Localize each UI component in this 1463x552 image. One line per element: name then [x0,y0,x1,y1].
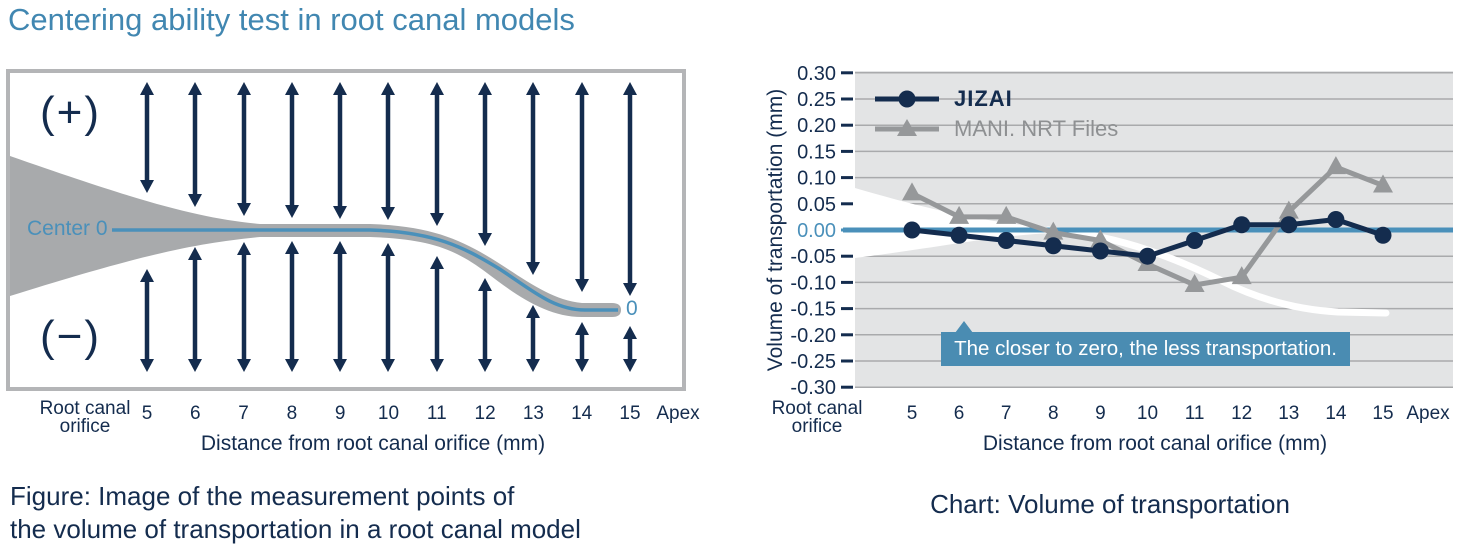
legend-label-jizai: JIZAI [954,86,1013,111]
x-tick-label: 6 [953,403,965,424]
mani-point [1278,200,1299,219]
jizai-point [1233,216,1251,234]
x-tick-label: 8 [286,403,298,424]
annotation-callout: The closer to zero, the less transportat… [941,321,1350,366]
x-tick-label: 6 [190,403,201,424]
mani-point [1325,156,1346,175]
legend-item-jizai: JIZAI [872,84,1118,114]
mani-point [1184,274,1205,293]
center-zero-label: Center 0 [27,217,108,240]
legend-label-mani: MANI. NRT Files [954,116,1119,141]
x-tick-label: 5 [906,403,918,424]
jizai-point [1186,231,1204,249]
chart-legend: JIZAI MANI. NRT Files [872,84,1118,144]
x-tick-label: 15 [619,403,641,424]
y-tick-label: 0.25 [797,89,836,111]
y-tick-label: -0.25 [790,351,836,373]
x-tick-label: 5 [141,403,153,424]
plus-region-label: (+) [40,88,101,137]
jizai-point [997,231,1015,249]
x-tick-label: 13 [1278,403,1300,424]
x-tick-label: 12 [1231,403,1253,424]
x-tick-label: 12 [474,403,496,424]
mani-point [1373,174,1393,193]
chart-x-axis-title: Distance from root canal orifice (mm) [982,432,1328,455]
jizai-point [1374,226,1392,244]
jizai-point [1139,247,1156,265]
x-tick-label: 10 [377,403,400,424]
jizai-point [1044,237,1062,255]
chart-origin-label: Root canal orifice [765,398,869,437]
legend-item-mani: MANI. NRT Files [872,114,1118,144]
x-tick-label: 14 [571,403,593,424]
y-tick-label: 0.10 [797,168,836,190]
mani-point [949,205,970,224]
y-tick-label: -0.10 [790,272,836,294]
x-tick-label: 13 [522,403,544,424]
y-tick-label: -0.30 [790,377,836,399]
figure-x-axis-title: Distance from root canal orifice (mm) [200,432,546,455]
chart-caption: Chart: Volume of transportation [930,489,1290,519]
apex-zero-label: 0 [626,297,638,320]
figure-box [6,69,686,391]
page-title: Centering ability test in root canal mod… [8,2,575,37]
x-tick-label: 10 [1136,403,1159,424]
x-tick-label: 15 [1372,403,1394,424]
jizai-line [911,217,1384,259]
figure-caption-line2: the volume of transportation in a root c… [10,514,581,544]
figure-origin-line2: orifice [59,415,111,437]
y-tick-label: 0.00 [797,220,836,242]
x-tick-label: 7 [1000,403,1012,424]
mani-point [996,205,1017,224]
y-tick-label: -0.15 [790,299,836,321]
x-tick-label: 14 [1325,403,1347,424]
y-tick-label: 0.15 [797,141,836,163]
y-tick-label: 0.30 [797,63,836,85]
x-tick-label: 11 [1184,403,1205,424]
mani-point [1137,253,1158,272]
x-tick-label: 11 [426,403,447,424]
mani-legend-marker [875,119,939,136]
chart-apex-label: Apex [1406,403,1450,424]
mani-point [1090,229,1111,248]
jizai-point [950,226,968,244]
chart-origin-line1: Root canal [771,398,863,419]
chart-origin-line2: orifice [791,415,843,437]
y-tick-label: 0.20 [797,115,836,137]
mani-point [1043,221,1064,240]
jizai-point [1091,242,1109,260]
figure-caption-line1: Figure: Image of the measurement points … [10,481,515,511]
y-tick-label: -0.05 [790,246,836,268]
y-tick-label: -0.20 [790,325,836,347]
white-canal-funnel [855,188,1052,258]
x-tick-label: 9 [1095,403,1106,424]
jizai-point [1280,216,1298,234]
x-tick-label: 9 [334,403,346,424]
mani-line [910,164,1384,288]
figure-apex-label: Apex [656,403,700,424]
mani-point [1231,266,1252,285]
white-canal-curve [1044,226,1390,317]
jizai-point [903,221,921,239]
x-tick-label: 8 [1048,403,1059,424]
figure-caption: Figure: Image of the measurement points … [10,480,581,546]
jizai-point [1327,211,1345,229]
mani-point [902,182,922,201]
figure-origin-line1: Root canal [39,398,131,419]
jizai-legend-marker [875,90,939,108]
chart-y-axis-title: Volume of transportation (mm) [764,88,787,372]
x-tick-label: 7 [238,403,249,424]
y-tick-label: 0.05 [797,194,836,216]
figure-origin-label: Root canal orifice [33,398,137,437]
minus-region-label: (−) [40,312,101,361]
